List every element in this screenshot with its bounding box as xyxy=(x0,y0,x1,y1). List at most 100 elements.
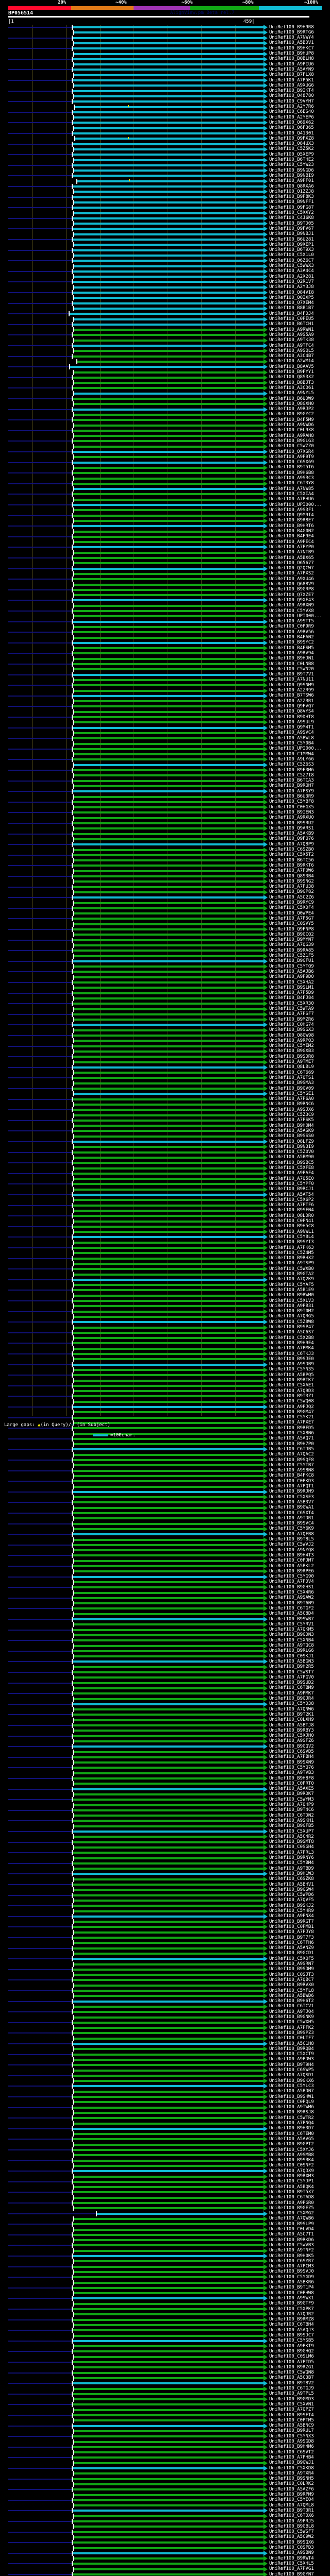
alignment-bar[interactable] xyxy=(72,896,263,899)
alignment-bar[interactable] xyxy=(73,340,263,342)
alignment-row[interactable]: UniRef100_C6SZB0 xyxy=(0,848,330,853)
alignment-bar[interactable] xyxy=(72,1597,263,1599)
alignment-row[interactable]: UniRef100_A9SVC4 xyxy=(0,731,330,736)
alignment-row[interactable]: UniRef100_B9FYY1 xyxy=(0,370,330,375)
alignment-bar[interactable] xyxy=(73,53,263,55)
alignment-bar[interactable] xyxy=(72,1173,263,1175)
alignment-row[interactable]: UniRef100_B9T5X7 xyxy=(0,2190,330,2195)
alignment-row[interactable]: UniRef100_C5XNB4 xyxy=(0,1638,330,1643)
alignment-row[interactable]: UniRef100_C0LRK2 xyxy=(0,2482,330,2487)
alignment-bar[interactable] xyxy=(73,403,263,405)
alignment-bar[interactable] xyxy=(73,255,263,257)
alignment-row[interactable]: UniRef100_B9GPT2 xyxy=(0,2142,330,2147)
alignment-row[interactable]: UniRef100_A9TNF2 xyxy=(0,2248,330,2253)
alignment-row[interactable]: UniRef100_B9RWM0 xyxy=(0,1293,330,1298)
alignment-row[interactable]: UniRef100_B9SLP9 xyxy=(0,2222,330,2227)
alignment-row[interactable]: UniRef100_B9RQH7 xyxy=(0,784,330,789)
alignment-bar[interactable] xyxy=(72,122,263,124)
alignment-bar[interactable] xyxy=(72,1692,263,1694)
alignment-row[interactable]: UniRef100_C5YD38 xyxy=(0,1702,330,1707)
alignment-bar[interactable] xyxy=(72,2361,263,2363)
alignment-row[interactable]: UniRef100_B6U281 xyxy=(0,237,330,242)
alignment-row[interactable]: UniRef100_B9T4C6 xyxy=(0,1808,330,1813)
alignment-bar[interactable] xyxy=(73,2059,263,2061)
alignment-bar[interactable] xyxy=(73,1380,263,1382)
alignment-bar[interactable] xyxy=(73,2409,263,2411)
alignment-row[interactable]: UniRef100_A7PVG1 xyxy=(0,2567,330,2572)
alignment-row[interactable]: UniRef100_B9RLG6 xyxy=(0,1649,330,1654)
alignment-bar[interactable] xyxy=(72,1141,263,1143)
alignment-bar[interactable] xyxy=(72,292,263,294)
alignment-bar[interactable] xyxy=(73,2197,263,2199)
alignment-bar[interactable] xyxy=(72,1916,263,1918)
alignment-bar[interactable] xyxy=(72,2022,263,2024)
alignment-bar[interactable] xyxy=(72,1629,263,1631)
alignment-bar[interactable] xyxy=(72,1491,263,1493)
alignment-row[interactable]: UniRef100_A7QJR2 xyxy=(0,2312,330,2317)
alignment-row[interactable]: UniRef100_C5Z5K2 xyxy=(0,147,330,152)
alignment-row[interactable]: UniRef100_A7QTS1 xyxy=(0,1075,330,1080)
alignment-row[interactable]: UniRef100_A5C1H8 xyxy=(0,2041,330,2046)
alignment-row[interactable]: UniRef100_Q8S3B4 xyxy=(0,874,330,879)
alignment-bar[interactable] xyxy=(72,2128,263,2130)
alignment-bar[interactable] xyxy=(73,880,263,883)
alignment-bar[interactable] xyxy=(73,1804,263,1806)
alignment-bar[interactable] xyxy=(72,1236,263,1238)
alignment-row[interactable]: UniRef100_Q84UX3 xyxy=(0,142,330,147)
alignment-bar[interactable] xyxy=(73,2239,263,2241)
alignment-bar[interactable] xyxy=(72,1077,263,1079)
alignment-row[interactable]: UniRef100_A7Q9D3 xyxy=(0,1388,330,1394)
alignment-bar[interactable] xyxy=(72,769,263,771)
alignment-bar[interactable] xyxy=(72,2234,263,2236)
alignment-bar[interactable] xyxy=(73,1464,263,1466)
alignment-row[interactable]: UniRef100_UPI000... xyxy=(0,502,330,507)
alignment-bar[interactable] xyxy=(73,955,263,957)
alignment-bar[interactable] xyxy=(73,605,263,607)
alignment-row[interactable]: UniRef100_C6TEM0 xyxy=(0,2131,330,2137)
alignment-row[interactable]: UniRef100_A9XUG6 xyxy=(0,83,330,88)
alignment-bar[interactable] xyxy=(72,1873,263,1875)
alignment-bar[interactable] xyxy=(73,1623,263,1625)
alignment-row[interactable]: UniRef100_C0SVY5 xyxy=(0,922,330,927)
alignment-row[interactable]: UniRef100_C0PRT0 xyxy=(0,1781,330,1786)
alignment-bar[interactable] xyxy=(73,509,263,511)
alignment-row[interactable]: UniRef100_C5WZZ0 xyxy=(0,444,330,449)
alignment-bar[interactable] xyxy=(72,472,263,474)
alignment-row[interactable]: UniRef100_A5BHV1 xyxy=(0,1882,330,1887)
alignment-bar[interactable] xyxy=(72,2096,263,2098)
alignment-bar[interactable] xyxy=(73,2260,263,2262)
alignment-bar[interactable] xyxy=(73,1136,263,1138)
alignment-row[interactable]: UniRef100_C0SGH4 xyxy=(0,1845,330,1850)
alignment-row[interactable]: UniRef100_C5XCT9 xyxy=(0,2052,330,2057)
alignment-bar[interactable] xyxy=(73,1761,263,1764)
alignment-row[interactable]: UniRef100_C5YRV1 xyxy=(0,1622,330,1627)
alignment-bar[interactable] xyxy=(72,430,263,432)
alignment-bar[interactable] xyxy=(73,74,263,76)
alignment-bar[interactable] xyxy=(73,531,263,533)
alignment-row[interactable]: UniRef100_C5XPK7 xyxy=(0,2307,330,2312)
alignment-bar[interactable] xyxy=(72,865,263,867)
alignment-row[interactable]: UniRef100_B9SMA3 xyxy=(0,1081,330,1086)
alignment-row[interactable]: UniRef100_A5AQJ3 xyxy=(0,2328,330,2333)
alignment-bar[interactable] xyxy=(72,843,263,845)
alignment-row[interactable]: UniRef100_A9STT5 xyxy=(0,619,330,624)
alignment-row[interactable]: UniRef100_Q8LBL9 xyxy=(0,1065,330,1070)
alignment-bar[interactable] xyxy=(73,1921,263,1923)
alignment-bar[interactable] xyxy=(73,902,263,904)
alignment-bar[interactable] xyxy=(72,992,263,994)
alignment-row[interactable]: UniRef100_A7PQT1 xyxy=(0,1484,330,1489)
alignment-bar[interactable] xyxy=(73,1687,263,1689)
alignment-bar[interactable] xyxy=(72,260,263,262)
alignment-bar[interactable] xyxy=(76,361,263,363)
alignment-bar[interactable] xyxy=(73,1274,263,1276)
alignment-row[interactable]: UniRef100_C5XQF5 xyxy=(0,1956,330,1961)
alignment-bar[interactable] xyxy=(72,2403,263,2405)
alignment-row[interactable]: UniRef100_B9P8K3 xyxy=(0,195,330,200)
alignment-row[interactable]: UniRef100_A5C3B7 xyxy=(0,2376,330,2381)
alignment-bar[interactable] xyxy=(72,907,263,909)
alignment-bar[interactable] xyxy=(72,2541,263,2544)
alignment-row[interactable]: UniRef100_B9RNY6 xyxy=(0,1856,330,1861)
alignment-bar[interactable] xyxy=(72,2223,263,2225)
alignment-bar[interactable] xyxy=(72,748,263,750)
alignment-bar[interactable] xyxy=(73,116,263,118)
